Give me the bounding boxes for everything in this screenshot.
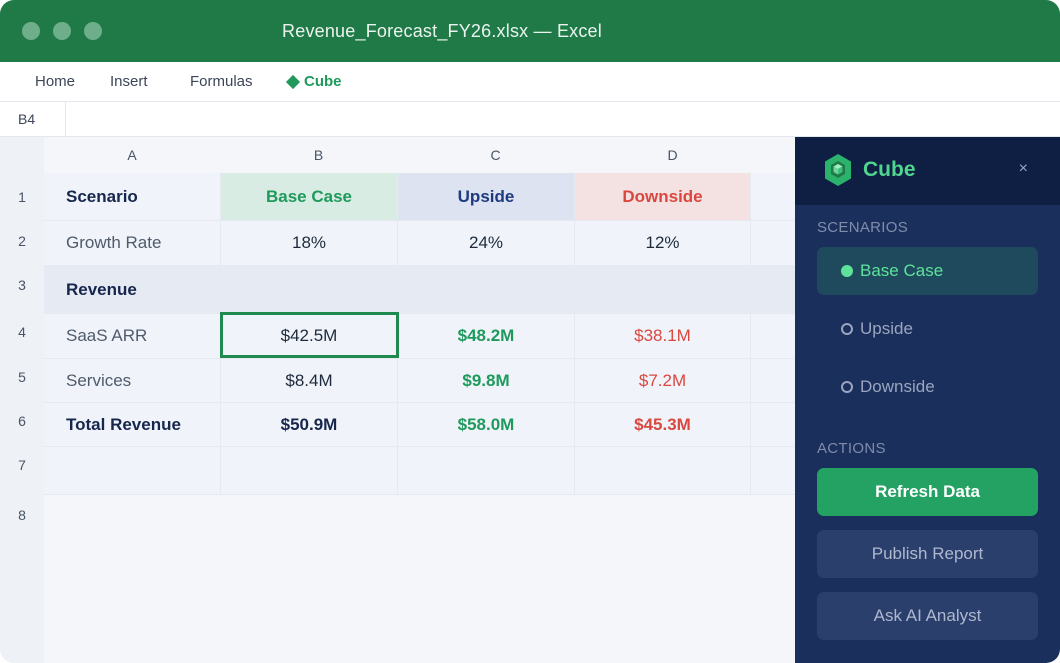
row-header[interactable]: 4 xyxy=(18,324,26,340)
title-bar: Revenue_Forecast_FY26.xlsx — Excel xyxy=(0,0,1060,62)
column-header-b[interactable]: B xyxy=(313,147,324,163)
cell-d5[interactable]: $7.2M xyxy=(575,359,751,403)
cell-c5[interactable]: $9.8M xyxy=(398,359,575,403)
column-header-a[interactable]: A xyxy=(127,147,137,163)
scenario-label: Upside xyxy=(860,319,913,338)
tab-formulas[interactable]: Formulas xyxy=(190,73,253,90)
cell-d3[interactable] xyxy=(575,266,751,314)
cell-a7[interactable] xyxy=(44,447,221,495)
cell-d6[interactable]: $45.3M xyxy=(575,403,751,447)
tab-home[interactable]: Home xyxy=(35,73,76,90)
publish-report-button[interactable]: Publish Report xyxy=(817,530,1038,578)
cell-e7[interactable] xyxy=(751,447,795,495)
cell-a5[interactable]: Services xyxy=(44,359,221,403)
column-header-c[interactable]: C xyxy=(490,147,501,163)
cell-c1[interactable]: Upside xyxy=(398,173,575,221)
cell-d4[interactable]: $38.1M xyxy=(575,314,751,359)
row-header[interactable]: 5 xyxy=(18,369,26,385)
cell-e1[interactable] xyxy=(751,173,795,221)
cell-a4[interactable]: SaaS ARR xyxy=(44,314,221,359)
cell-e2[interactable] xyxy=(751,221,795,266)
cell-b5[interactable]: $8.4M xyxy=(221,359,398,403)
spreadsheet-grid: 1 2 3 4 5 6 7 8 A B C D Scenario Base Ca… xyxy=(0,137,795,663)
formula-input[interactable] xyxy=(67,102,1060,137)
cell-b2[interactable]: 18% xyxy=(221,221,398,266)
cell-e6[interactable] xyxy=(751,403,795,447)
scenario-option-downside[interactable]: Downside xyxy=(817,363,1038,411)
row-header[interactable]: 3 xyxy=(18,277,26,293)
radio-empty-icon xyxy=(841,381,853,393)
cell-a1[interactable]: Scenario xyxy=(44,173,221,221)
radio-empty-icon xyxy=(841,323,853,335)
panel-header: Cube × xyxy=(795,137,1060,205)
cell-c7[interactable] xyxy=(398,447,575,495)
cell-e5[interactable] xyxy=(751,359,795,403)
tab-cube[interactable]: Cube xyxy=(285,73,342,90)
cell-d2[interactable]: 12% xyxy=(575,221,751,266)
cube-side-panel: Cube × SCENARIOS Base Case Upside Downsi… xyxy=(795,137,1060,663)
scenario-option-upside[interactable]: Upside xyxy=(817,305,1038,353)
diamond-icon xyxy=(285,74,301,89)
cell-a2[interactable]: Growth Rate xyxy=(44,221,221,266)
cell-c4[interactable]: $48.2M xyxy=(398,314,575,359)
window-title: Revenue_Forecast_FY26.xlsx — Excel xyxy=(282,21,602,41)
cell-a3[interactable]: Revenue xyxy=(44,266,221,314)
ask-ai-analyst-button[interactable]: Ask AI Analyst xyxy=(817,592,1038,640)
window-maximize-dot[interactable] xyxy=(84,22,102,40)
column-header-d[interactable]: D xyxy=(667,147,678,163)
cell-d1[interactable]: Downside xyxy=(575,173,751,221)
row-header-column: 1 2 3 4 5 6 7 8 xyxy=(0,137,44,663)
radio-selected-icon xyxy=(841,265,853,277)
tab-cube-label: Cube xyxy=(304,73,342,90)
ribbon-tabs: Home Insert Formulas Cube xyxy=(0,62,1060,102)
selected-cell-outline xyxy=(220,312,399,358)
cell-b3[interactable] xyxy=(221,266,398,314)
formula-bar: B4 xyxy=(0,102,1060,137)
row-header[interactable]: 6 xyxy=(18,413,26,429)
cell-e4[interactable] xyxy=(751,314,795,359)
cell-c3[interactable] xyxy=(398,266,575,314)
window-close-dot[interactable] xyxy=(22,22,40,40)
row-header[interactable]: 1 xyxy=(18,189,26,205)
cell-b4[interactable]: $42.5M xyxy=(221,314,398,359)
cell-d7[interactable] xyxy=(575,447,751,495)
refresh-data-button[interactable]: Refresh Data xyxy=(817,468,1038,516)
row-header[interactable]: 2 xyxy=(18,233,26,249)
name-box[interactable]: B4 xyxy=(0,102,66,137)
row-header[interactable]: 8 xyxy=(18,507,26,523)
close-icon[interactable]: × xyxy=(1018,160,1028,177)
cell-e3[interactable] xyxy=(751,266,795,314)
tab-insert[interactable]: Insert xyxy=(110,73,148,90)
scenario-option-base-case[interactable]: Base Case xyxy=(817,247,1038,295)
panel-title: Cube xyxy=(863,158,916,181)
cell-b7[interactable] xyxy=(221,447,398,495)
cell-c6[interactable]: $58.0M xyxy=(398,403,575,447)
row-header[interactable]: 7 xyxy=(18,457,26,473)
window-minimize-dot[interactable] xyxy=(53,22,71,40)
cell-b1[interactable]: Base Case xyxy=(221,173,398,221)
actions-heading: ACTIONS xyxy=(817,440,886,457)
cell-b6[interactable]: $50.9M xyxy=(221,403,398,447)
scenario-label: Downside xyxy=(860,377,935,396)
scenario-label: Base Case xyxy=(860,261,944,280)
cube-hexagon-icon xyxy=(825,154,851,186)
scenarios-heading: SCENARIOS xyxy=(817,219,909,236)
cell-a6[interactable]: Total Revenue xyxy=(44,403,221,447)
cell-c2[interactable]: 24% xyxy=(398,221,575,266)
